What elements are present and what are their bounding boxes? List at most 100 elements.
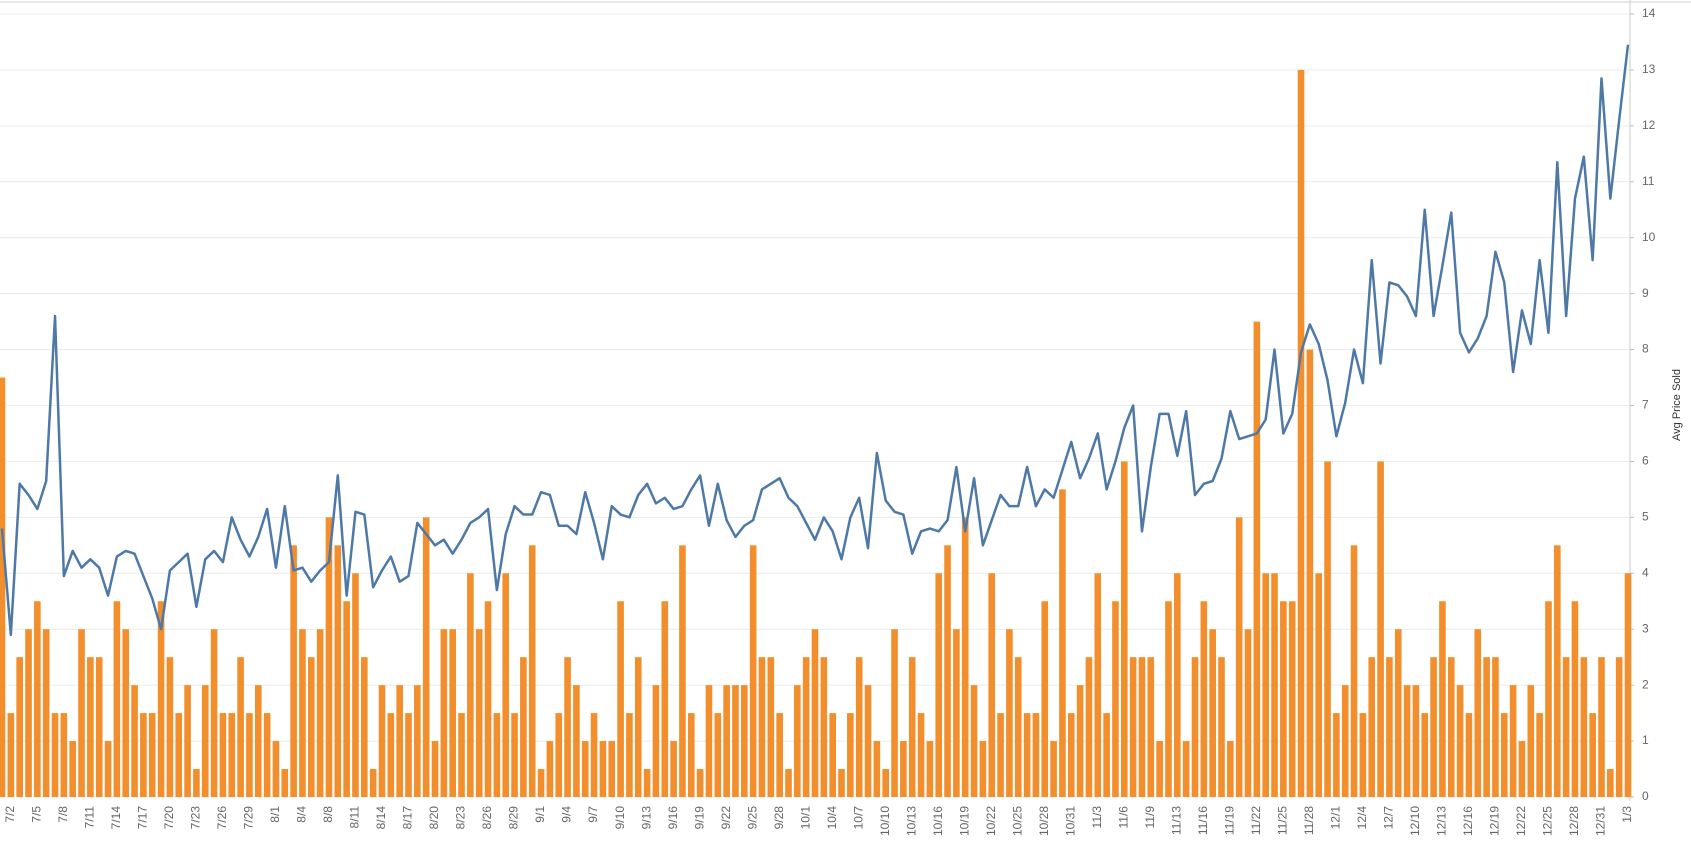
bar (1120, 461, 1128, 797)
bar (590, 713, 598, 797)
bar (838, 769, 845, 797)
bar (140, 713, 147, 797)
bar (34, 601, 41, 797)
x-tick-label: 8/4 (295, 806, 309, 823)
bar (626, 713, 633, 797)
bar (1147, 657, 1155, 797)
bar (926, 741, 934, 797)
y-tick-label: 12 (1642, 118, 1656, 132)
bar (1315, 573, 1323, 797)
x-tick-label: 12/13 (1435, 806, 1449, 836)
bar (237, 657, 244, 797)
bar (87, 657, 94, 797)
x-tick-label: 11/22 (1249, 806, 1263, 835)
bar (378, 685, 386, 797)
bar (1624, 573, 1632, 797)
bar (864, 685, 872, 797)
x-tick-label: 12/10 (1408, 806, 1422, 836)
bar (7, 713, 15, 797)
line (0, 44, 1630, 637)
x-tick-label: 8/29 (507, 806, 521, 830)
bar (1129, 657, 1137, 797)
y-tick-label: 13 (1642, 62, 1656, 76)
bar (1500, 713, 1508, 797)
x-tick-label: 11/13 (1169, 806, 1183, 835)
x-tick-label: 10/19 (957, 806, 971, 836)
bar (502, 573, 510, 797)
bar (1165, 601, 1172, 797)
bar (1032, 713, 1040, 797)
bar (352, 573, 359, 797)
bar (1209, 629, 1216, 797)
y-tick-label: 3 (1642, 621, 1649, 635)
bar (873, 741, 881, 797)
bar (210, 629, 218, 797)
bar (1280, 601, 1287, 797)
bar (184, 685, 191, 797)
bar (714, 713, 722, 797)
x-tick-label: 9/10 (613, 806, 627, 830)
bar (1156, 741, 1163, 797)
x-tick-label: 10/7 (851, 806, 865, 830)
bar (51, 713, 59, 797)
bar (900, 741, 907, 797)
bar (732, 685, 739, 797)
bar (661, 601, 669, 797)
bar (1103, 713, 1110, 797)
bar (16, 657, 23, 797)
x-tick-label: 7/23 (189, 806, 203, 830)
x-tick-label: 12/16 (1461, 806, 1475, 836)
x-tick-label: 12/31 (1594, 806, 1608, 836)
x-tick-label: 8/1 (268, 806, 282, 823)
bar (307, 657, 315, 797)
bar (1341, 685, 1349, 797)
x-tick-label: 10/13 (904, 806, 918, 836)
bar (458, 713, 465, 797)
bar (122, 629, 130, 797)
bar (1112, 601, 1119, 797)
bar (1386, 657, 1393, 797)
bar (299, 629, 306, 797)
bar (281, 769, 289, 797)
bar (290, 545, 297, 797)
bar (1306, 349, 1314, 797)
bar (1297, 69, 1305, 797)
bar (1094, 573, 1102, 797)
bar (396, 685, 403, 797)
bar (1430, 657, 1437, 797)
x-tick-label: 11/6 (1116, 806, 1130, 829)
bar (767, 657, 775, 797)
bar (1368, 657, 1376, 797)
x-tick-label: 11/3 (1090, 806, 1104, 829)
bar (484, 601, 492, 797)
bar (847, 713, 854, 797)
x-tick-label: 8/20 (427, 806, 441, 830)
x-tick-label: 10/22 (984, 806, 998, 836)
bar (369, 769, 377, 797)
bar (573, 685, 580, 797)
bar (1615, 657, 1623, 797)
bar (387, 713, 395, 797)
y-tick-label: 7 (1642, 398, 1649, 412)
y-tick-label: 4 (1642, 565, 1649, 579)
bar (1562, 657, 1570, 797)
y-tick-label: 8 (1642, 342, 1649, 356)
x-tick-label: 7/26 (215, 806, 229, 830)
bar (113, 601, 121, 797)
bar (246, 713, 253, 797)
bar (891, 629, 898, 797)
bar (829, 713, 836, 797)
bar (1023, 713, 1031, 797)
bar (687, 713, 695, 797)
bar (1014, 657, 1022, 797)
x-tick-label: 7/14 (109, 806, 123, 830)
x-tick-label: 9/16 (666, 806, 680, 830)
bar (263, 713, 271, 797)
x-tick-label: 12/28 (1567, 806, 1581, 836)
y-tick-label: 6 (1642, 454, 1649, 468)
bar (467, 573, 474, 797)
bar (546, 741, 554, 797)
x-tick-label: 9/4 (560, 806, 574, 823)
